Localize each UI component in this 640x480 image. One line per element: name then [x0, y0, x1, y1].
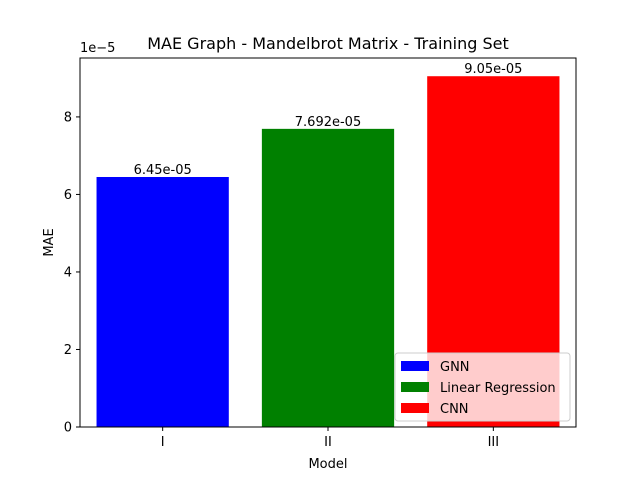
y-tick-label: 0: [64, 421, 72, 436]
y-axis-offset-label: 1e−5: [80, 41, 115, 56]
legend-label: CNN: [440, 402, 469, 417]
legend-label: GNN: [440, 360, 470, 375]
data-label-III: 9.05e-05: [464, 62, 522, 77]
y-tick-label: 6: [64, 188, 72, 203]
legend-frame: [394, 352, 571, 422]
data-label-II: 7.692e-05: [295, 115, 361, 130]
y-ticks-group: 0 2 4 6 8: [64, 110, 80, 436]
legend: GNN Linear Regression CNN: [394, 352, 571, 422]
x-tick-label-I: I: [161, 435, 165, 450]
x-ticks-group: I II III: [161, 427, 499, 450]
data-label-I: 6.45e-05: [134, 163, 192, 178]
legend-label: Linear Regression: [440, 381, 556, 396]
y-axis-title: MAE: [42, 228, 57, 256]
y-tick-label: 8: [64, 110, 72, 125]
y-tick-label: 2: [64, 343, 72, 358]
y-tick-label: 4: [64, 265, 72, 280]
x-tick-label-II: II: [324, 435, 332, 450]
data-labels-group: 6.45e-05 7.692e-05 9.05e-05: [134, 62, 523, 178]
plot-frame: [79, 57, 577, 428]
legend-swatch: [401, 382, 429, 392]
x-axis-title: Model: [308, 457, 347, 472]
legend-swatch: [401, 403, 429, 413]
x-tick-label-III: III: [488, 435, 500, 450]
bar-I: [96, 176, 229, 427]
legend-swatch: [401, 361, 429, 371]
bar-II: [261, 128, 395, 428]
chart-title: MAE Graph - Mandelbrot Matrix - Training…: [147, 34, 509, 53]
